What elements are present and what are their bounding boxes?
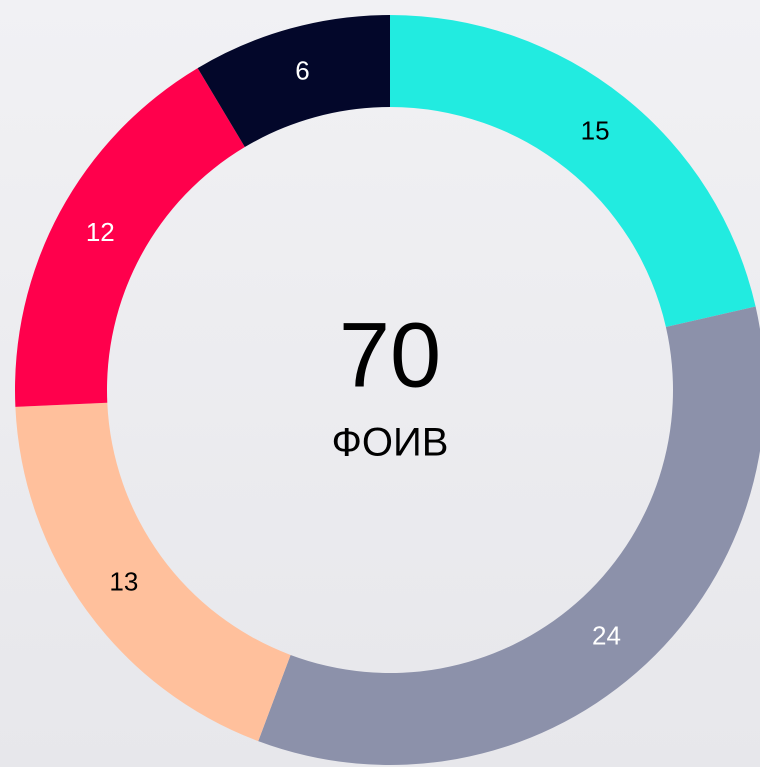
donut-segment: [14, 68, 245, 407]
segment-label: 6: [295, 56, 309, 86]
donut-segment: [197, 15, 390, 148]
center-value: 70: [339, 304, 441, 406]
segment-label: 15: [581, 116, 610, 146]
segment-label: 12: [86, 217, 115, 247]
center-label: ФОИВ: [332, 421, 449, 465]
segment-label: 13: [109, 566, 138, 596]
donut-segment: [258, 306, 760, 765]
donut-segment: [390, 15, 756, 328]
segment-label: 24: [592, 621, 621, 651]
donut-segment: [15, 402, 291, 742]
